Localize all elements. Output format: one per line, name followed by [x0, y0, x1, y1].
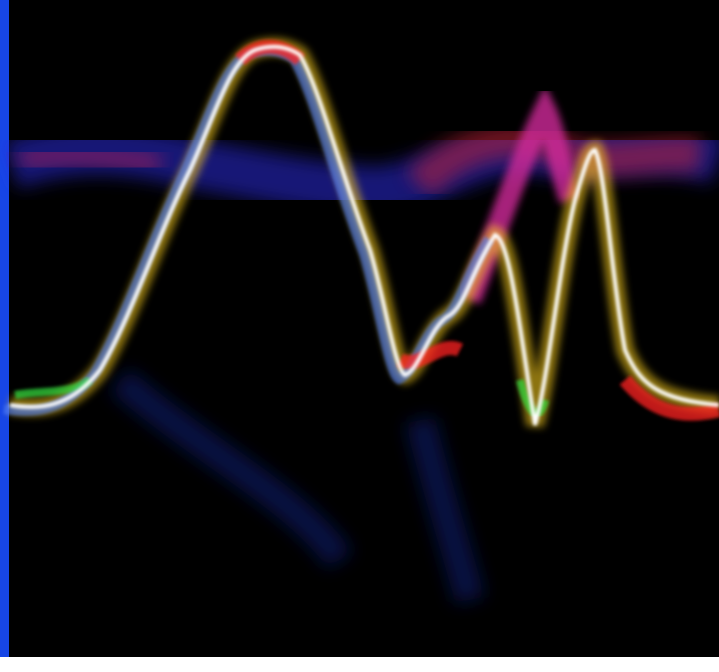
page: Waveform scope {} html, body { margin: 0… [0, 0, 719, 672]
magenta-noise-band [20, 155, 160, 165]
waveform-scope [0, 0, 719, 672]
bottom-strip [0, 657, 719, 672]
page-body [0, 0, 719, 672]
left-edge-bar [0, 0, 9, 657]
scope-background [0, 0, 719, 657]
